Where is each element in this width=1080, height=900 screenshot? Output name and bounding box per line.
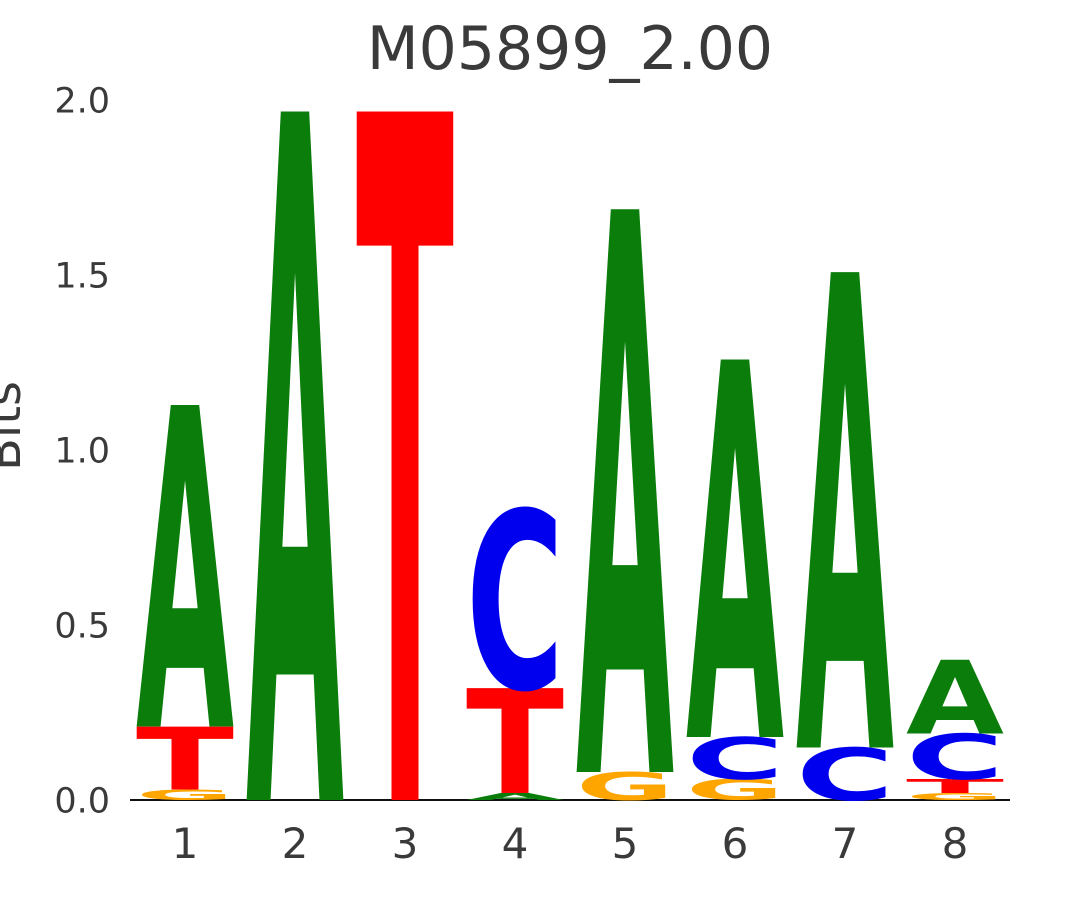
logo-letter-T: T (356, 0, 455, 900)
logo-letter-G: G (576, 764, 674, 809)
logo-letter-G: G (136, 787, 234, 804)
x-tick-label: 8 (942, 819, 969, 868)
logo-letter-G: G (686, 774, 784, 807)
x-tick-label: 6 (722, 819, 749, 868)
logo-letter-T: T (466, 661, 564, 828)
logo-letter-C: C (796, 734, 894, 818)
y-tick-label: 1.5 (54, 256, 110, 296)
logo-letter-A: A (136, 318, 235, 832)
logo-letter-G: G (906, 791, 1004, 802)
x-tick-label: 1 (172, 819, 199, 868)
logo-letter-T: T (906, 775, 1004, 798)
logo-letter-C: C (686, 725, 784, 792)
y-tick-label: 0.0 (54, 781, 110, 821)
y-tick-label: 1.0 (54, 431, 110, 471)
logo-letter-A: A (576, 55, 675, 900)
logo-letter-A: A (246, 0, 345, 900)
logo-letter-A: A (466, 791, 564, 802)
logo-letter-A: A (906, 641, 1004, 758)
x-tick-label: 5 (612, 819, 639, 868)
x-tick-label: 4 (502, 819, 529, 868)
y-axis-label: Bits (0, 380, 32, 472)
x-tick-label: 3 (392, 819, 419, 868)
y-tick-label: 2.0 (54, 81, 110, 121)
logo-letter-A: A (686, 256, 785, 859)
x-axis-line (130, 799, 1010, 801)
logo-letter-C: C (466, 461, 564, 746)
x-tick-label: 2 (282, 819, 309, 868)
y-tick-label: 0.5 (54, 606, 110, 646)
logo-letter-A: A (796, 142, 895, 900)
logo-letter-T: T (136, 709, 234, 810)
logo-letter-C: C (906, 722, 1004, 794)
x-tick-label: 7 (832, 819, 859, 868)
chart-title: M05899_2.00 (366, 14, 774, 84)
